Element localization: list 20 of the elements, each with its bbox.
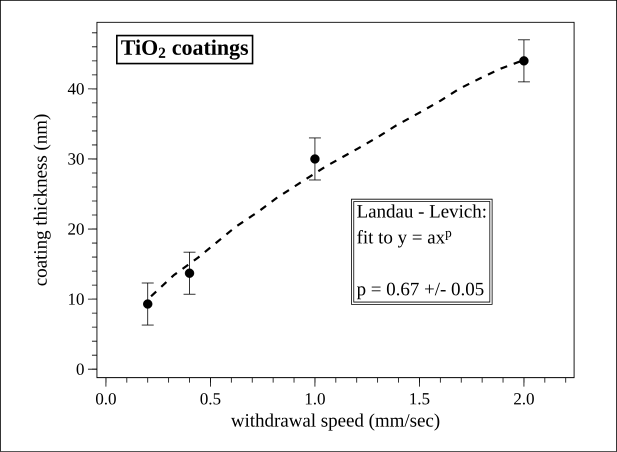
- y-tick-label: 0: [76, 364, 84, 375]
- y-axis-title: coating thickness (nm): [33, 114, 51, 286]
- annotation: p = 0.67 +/- 0.05: [356, 282, 484, 300]
- annotation: fit to y = ax$^{p}$: [357, 230, 452, 248]
- annotation: TiO$_{2}$ coatings: [121, 40, 248, 60]
- x-tick-label: 0.0: [96, 393, 116, 405]
- y-tick-label: 40: [68, 83, 84, 95]
- y-tick-label: 20: [68, 223, 84, 235]
- y-tick-label: 10: [68, 293, 84, 305]
- x-tick-label: 0.5: [200, 393, 220, 405]
- x-axis-title: withdrawal speed (mm/sec): [230, 413, 440, 431]
- point: [143, 299, 152, 309]
- x-tick-label: 1.0: [306, 393, 325, 405]
- point: [310, 154, 320, 164]
- point: [184, 268, 194, 278]
- x-tick-label: 2.0: [514, 393, 534, 405]
- annotation: Landau - Levich:: [357, 204, 486, 218]
- y-tick-label: 30: [68, 153, 84, 165]
- point: [519, 56, 529, 66]
- x-tick-label: 1.5: [410, 393, 430, 405]
